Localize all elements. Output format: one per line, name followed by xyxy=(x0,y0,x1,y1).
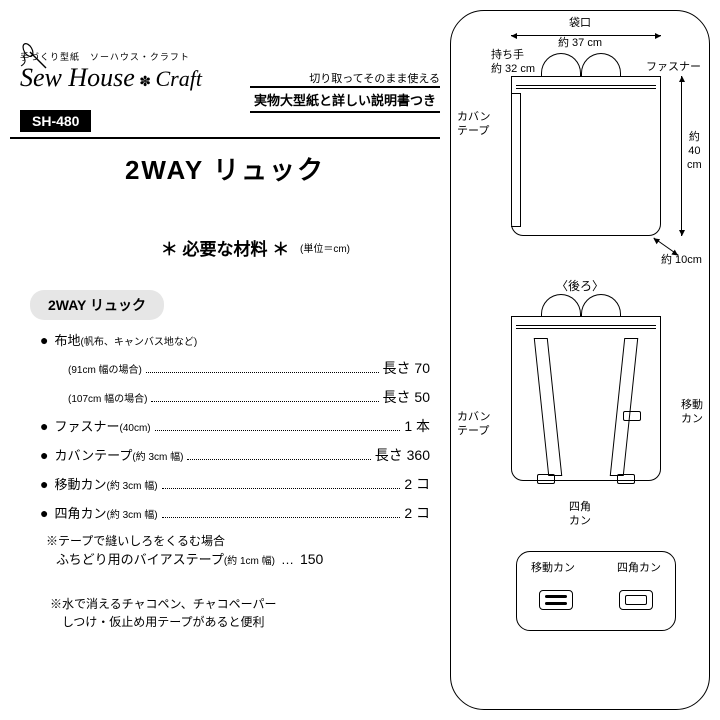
ring-right xyxy=(617,474,635,484)
dim-opening-value: 約 37 cm xyxy=(451,37,709,51)
brand-jp: 手づくり型紙 ソーハウス・クラフト xyxy=(20,50,202,63)
square-ring-label: 四角 カン xyxy=(451,501,709,529)
bag-back-group xyxy=(511,316,661,481)
dim-height-arrow xyxy=(681,76,682,236)
hw-slide-label: 移動カン xyxy=(531,562,575,576)
tagline-line2: 実物大型紙と詳しい説明書つき xyxy=(250,86,440,113)
handle-back-2 xyxy=(581,294,621,318)
material-tape: ● カバンテープ (約 3cm 幅) 長さ 360 xyxy=(40,445,430,465)
ring-left xyxy=(537,474,555,484)
bag-front xyxy=(511,76,661,236)
handle-front-2 xyxy=(581,53,621,78)
handle-back-1 xyxy=(541,294,581,318)
dim-handle: 持ち手約 32 cm xyxy=(491,49,535,77)
section-pill: 2WAY リュック xyxy=(30,290,164,320)
brand-block: 手づくり型紙 ソーハウス・クラフト Sew House ✽ Craft xyxy=(20,50,202,93)
zipper-line xyxy=(516,85,656,89)
slide-ring-label: 移動 カン xyxy=(681,399,703,427)
flower-icon: ✽ xyxy=(139,73,151,89)
square-ring-icon xyxy=(619,590,653,610)
sku-badge: SH-480 xyxy=(20,110,91,132)
diagram-panel: 袋口 約 37 cm 持ち手約 32 cm ファスナー カバン テープ 約 40… xyxy=(450,10,710,710)
material-square: ● 四角カン (約 3cm 幅) 2 コ xyxy=(40,503,430,523)
material-slider: ● 移動カン (約 3cm 幅) 2 コ xyxy=(40,474,430,494)
material-zipper: ● ファスナー (40cm) 1 本 xyxy=(40,416,430,436)
material-fabric: ● 布地 (帆布、キャンバス地など) xyxy=(40,330,430,349)
unit-note: (単位＝cm) xyxy=(300,240,350,255)
tagline-line1: 切り取ってそのまま使える xyxy=(250,70,440,86)
material-bias: ふちどり用のバイアステープ (約 1cm 幅) … 150 xyxy=(40,549,430,568)
zipper-label: ファスナー xyxy=(646,61,701,75)
footnote: ※水で消えるチャコペン、チャコペーパー しつけ・仮止め用テープがあると便利 xyxy=(50,595,277,631)
dim-depth: 約 10cm xyxy=(661,254,702,268)
brand-en: Sew House xyxy=(20,63,135,92)
side-tape-l xyxy=(511,93,521,227)
back-title: 〈後ろ〉 xyxy=(451,279,709,294)
tape-label-front: カバン テープ xyxy=(457,111,491,139)
dim-opening-arrow xyxy=(511,35,661,36)
hw-square-label: 四角カン xyxy=(617,562,661,576)
info-panel: 手づくり型紙 ソーハウス・クラフト Sew House ✽ Craft 切り取っ… xyxy=(10,10,440,710)
handle-front-1 xyxy=(541,53,581,78)
materials-heading: ＊ 必要な材料 ＊ xyxy=(10,235,440,260)
title-rule xyxy=(10,137,440,139)
product-title: 2WAY リュック xyxy=(10,150,440,187)
brand-suffix: Craft xyxy=(155,66,201,91)
dim-opening-label: 袋口 xyxy=(451,17,709,31)
dim-height: 約 40 cm xyxy=(687,131,702,172)
slide-ring xyxy=(623,411,641,421)
bias-note: ※テープで縫いしろをくるむ場合 xyxy=(40,532,430,549)
dim-depth-arrow xyxy=(653,237,678,255)
material-fabric-107: (107cm 幅の場合) 長さ 50 xyxy=(40,387,430,407)
hardware-box: 移動カン 四角カン xyxy=(516,551,676,631)
brand-en-line: Sew House ✽ Craft xyxy=(20,63,202,93)
tagline: 切り取ってそのまま使える 実物大型紙と詳しい説明書つき xyxy=(250,70,440,113)
slide-ring-icon xyxy=(539,590,573,610)
material-fabric-91: (91cm 幅の場合) 長さ 70 xyxy=(40,358,430,378)
materials-list: ● 布地 (帆布、キャンバス地など) (91cm 幅の場合) 長さ 70 (10… xyxy=(40,330,430,577)
tape-label-back: カバン テープ xyxy=(457,411,491,439)
